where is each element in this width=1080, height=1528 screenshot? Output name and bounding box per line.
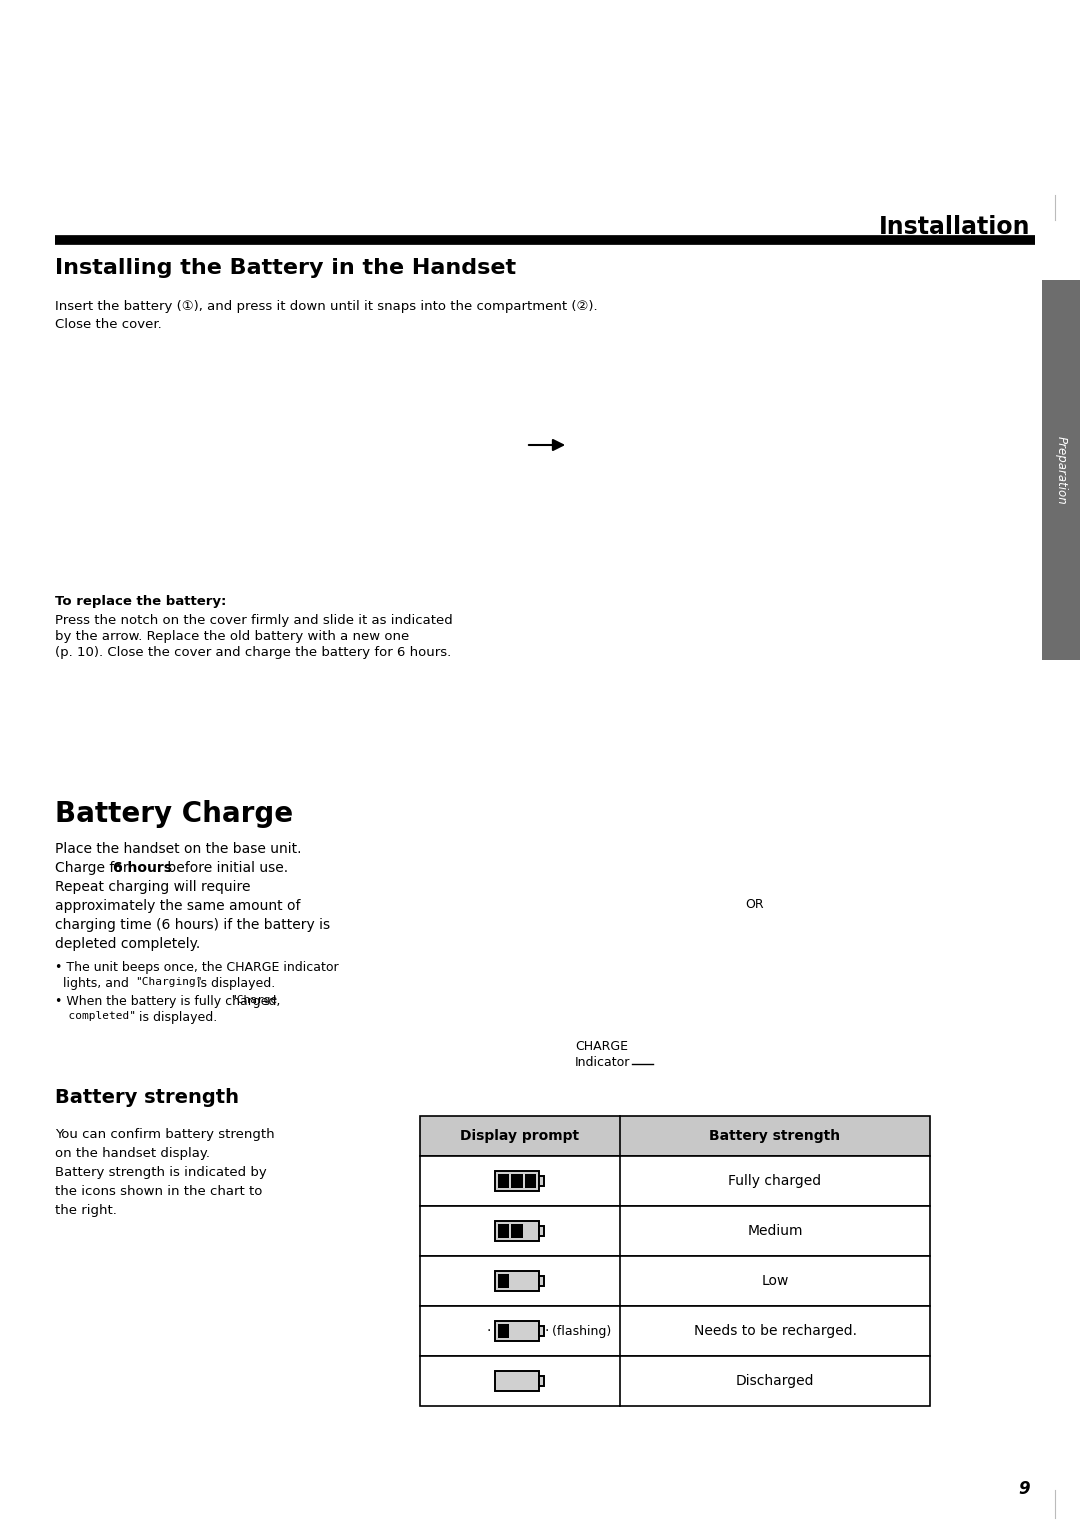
Text: Battery Charge: Battery Charge <box>55 801 293 828</box>
Text: charging time (6 hours) if the battery is: charging time (6 hours) if the battery i… <box>55 918 330 932</box>
Bar <box>539 1225 544 1236</box>
Text: Low: Low <box>761 1274 788 1288</box>
Text: on the handset display.: on the handset display. <box>55 1148 210 1160</box>
Bar <box>420 1157 930 1206</box>
Text: Place the handset on the base unit.: Place the handset on the base unit. <box>55 842 301 856</box>
Bar <box>120 338 510 542</box>
Bar <box>420 1206 930 1256</box>
Text: Installing the Battery in the Handset: Installing the Battery in the Handset <box>55 258 516 278</box>
Text: Battery strength is indicated by: Battery strength is indicated by <box>55 1166 267 1180</box>
Text: Battery strength: Battery strength <box>710 1129 840 1143</box>
Bar <box>539 1326 544 1335</box>
Text: Indicator: Indicator <box>575 1056 631 1070</box>
Bar <box>420 1115 930 1157</box>
Text: ·: · <box>487 1323 491 1339</box>
Text: by the arrow. Replace the old battery with a new one: by the arrow. Replace the old battery wi… <box>55 630 409 643</box>
Bar <box>495 1221 539 1241</box>
Bar <box>495 1322 539 1342</box>
Bar <box>498 1224 510 1238</box>
Bar <box>498 1323 510 1339</box>
Bar <box>539 1177 544 1186</box>
Text: Press the notch on the cover firmly and slide it as indicated: Press the notch on the cover firmly and … <box>55 614 453 626</box>
Bar <box>539 1276 544 1287</box>
Bar <box>420 1256 930 1306</box>
Bar <box>495 1271 539 1291</box>
Text: • When the battery is fully charged,: • When the battery is fully charged, <box>55 995 284 1008</box>
Text: Charge for: Charge for <box>55 860 133 876</box>
Text: before initial use.: before initial use. <box>163 860 288 876</box>
Text: Repeat charging will require: Repeat charging will require <box>55 880 251 894</box>
Bar <box>525 1174 536 1187</box>
Text: is displayed.: is displayed. <box>193 976 275 990</box>
Text: "Charging": "Charging" <box>135 976 203 987</box>
Text: "Charge: "Charge <box>230 995 278 1005</box>
Text: Medium: Medium <box>747 1224 802 1238</box>
Text: the right.: the right. <box>55 1204 117 1216</box>
Text: ·: · <box>544 1323 550 1339</box>
Text: Fully charged: Fully charged <box>728 1174 822 1187</box>
Text: (flashing): (flashing) <box>548 1325 611 1337</box>
Bar <box>420 1306 930 1355</box>
Text: You can confirm battery strength: You can confirm battery strength <box>55 1128 274 1141</box>
Bar <box>420 1355 930 1406</box>
Bar <box>1042 280 1080 660</box>
Text: the icons shown in the chart to: the icons shown in the chart to <box>55 1186 262 1198</box>
Text: • The unit beeps once, the CHARGE indicator: • The unit beeps once, the CHARGE indica… <box>55 961 339 973</box>
Text: lights, and: lights, and <box>55 976 133 990</box>
Text: Preparation: Preparation <box>1054 435 1067 504</box>
Bar <box>495 1371 539 1390</box>
Bar <box>511 1174 523 1187</box>
Bar <box>511 1224 523 1238</box>
Text: 6 hours: 6 hours <box>113 860 172 876</box>
Text: Insert the battery (①), and press it down until it snaps into the compartment (②: Insert the battery (①), and press it dow… <box>55 299 597 313</box>
Bar <box>580 338 960 568</box>
Text: depleted completely.: depleted completely. <box>55 937 200 950</box>
Text: (p. 10). Close the cover and charge the battery for 6 hours.: (p. 10). Close the cover and charge the … <box>55 646 451 659</box>
Text: approximately the same amount of: approximately the same amount of <box>55 898 300 914</box>
Text: Discharged: Discharged <box>735 1374 814 1387</box>
Bar <box>539 1377 544 1386</box>
Bar <box>495 1170 539 1190</box>
Text: OR: OR <box>745 898 764 911</box>
Bar <box>498 1174 510 1187</box>
Text: Battery strength: Battery strength <box>55 1088 239 1106</box>
Text: Display prompt: Display prompt <box>460 1129 580 1143</box>
Text: is displayed.: is displayed. <box>135 1012 217 1024</box>
Text: Close the cover.: Close the cover. <box>55 318 162 332</box>
Bar <box>620 578 960 778</box>
Text: completed": completed" <box>55 1012 136 1021</box>
Text: 9: 9 <box>1018 1481 1030 1497</box>
Text: Installation: Installation <box>878 215 1030 238</box>
Text: Needs to be recharged.: Needs to be recharged. <box>693 1323 856 1339</box>
Text: CHARGE: CHARGE <box>575 1041 627 1053</box>
Text: To replace the battery:: To replace the battery: <box>55 594 227 608</box>
Bar <box>498 1274 510 1288</box>
Bar <box>580 828 1000 1068</box>
